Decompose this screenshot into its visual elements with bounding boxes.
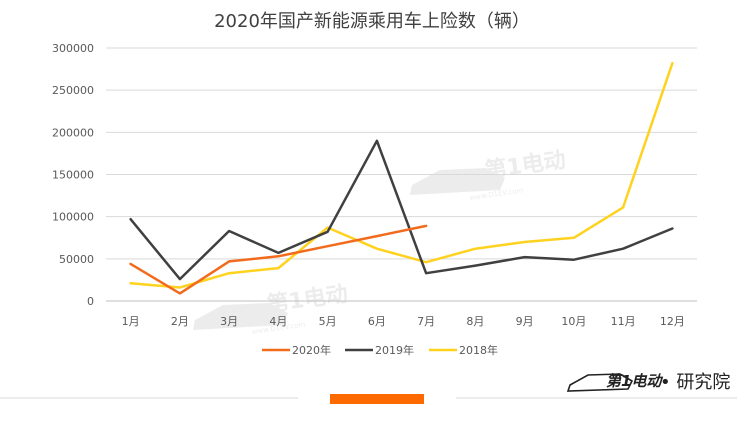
legend: 2020年 2019年 2018年 (262, 343, 498, 357)
y-tick-label: 0 (87, 295, 94, 308)
y-tick-label: 100000 (52, 211, 94, 224)
chart-title: 2020年国产新能源乘用车上险数（辆） (214, 11, 530, 32)
legend-item: 2019年 (345, 343, 414, 357)
y-tick-label: 200000 (52, 126, 94, 139)
legend-item: 2018年 (429, 343, 498, 357)
x-tick-label: 2月 (171, 315, 189, 328)
x-tick-label: 10月 (561, 315, 586, 328)
x-tick-label: 7月 (417, 315, 435, 328)
legend-label: 2019年 (375, 343, 414, 357)
footer-logo: 第1电动 • 研究院 (566, 372, 730, 393)
series-line-2018年 (129, 61, 674, 289)
x-tick-label: 11月 (611, 315, 636, 328)
footer-accent-bar (330, 394, 424, 404)
y-axis: 0 50000 100000 150000 200000 250000 300000 (52, 42, 94, 308)
x-tick-label: 5月 (319, 315, 337, 328)
x-tick-label: 12月 (660, 315, 685, 328)
x-tick-label: 6月 (368, 315, 386, 328)
x-axis: 1月 2月 3月 4月 5月 6月 7月 8月 9月 10月 11月 12月 (106, 300, 697, 328)
footer-divider (0, 394, 737, 404)
x-tick-label: 4月 (269, 315, 287, 328)
x-tick-label: 8月 (466, 315, 484, 328)
x-tick-label: 3月 (220, 315, 238, 328)
gridlines (106, 47, 697, 260)
series-line-2019年 (129, 139, 674, 281)
y-tick-label: 50000 (59, 253, 94, 266)
watermark-brand-text: 第1电动 (483, 147, 567, 184)
footer-institute-text: • 研究院 (660, 372, 730, 393)
y-tick-label: 250000 (52, 84, 94, 97)
y-tick-label: 300000 (52, 42, 94, 55)
watermark-brand-text-2: 第1电动 (265, 281, 349, 318)
series-lines (129, 61, 674, 295)
series-line-2020年 (129, 224, 428, 295)
legend-label: 2020年 (292, 343, 331, 357)
x-tick-label: 1月 (122, 315, 140, 328)
footer-logo-text: 第1电动 (606, 372, 663, 390)
legend-item: 2020年 (262, 343, 331, 357)
legend-label: 2018年 (459, 343, 498, 357)
y-tick-label: 150000 (52, 169, 94, 182)
x-tick-label: 9月 (516, 315, 534, 328)
